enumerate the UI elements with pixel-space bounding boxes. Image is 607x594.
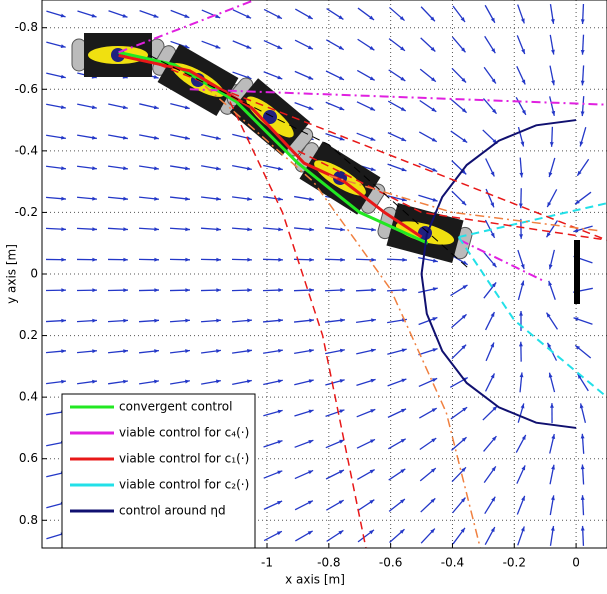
y-tick-label: -0.8 <box>15 20 38 34</box>
legend: convergent control viable control for c₄(… <box>62 394 255 548</box>
x-tick-label: -0.2 <box>503 556 526 570</box>
y-tick-label: 0.4 <box>19 390 38 404</box>
y-tick-label: 0.8 <box>19 513 38 527</box>
plot-area: convergent control viable control for c₄(… <box>42 0 607 548</box>
chart: x axis [m] y axis [m] convergent control… <box>0 0 607 594</box>
y-tick-label: -0.4 <box>15 143 38 157</box>
goal-bar <box>574 240 580 304</box>
y-tick-label: 0.6 <box>19 451 38 465</box>
y-axis-label: y axis [m] <box>5 244 19 304</box>
robot <box>72 33 164 77</box>
x-tick-label: -0.6 <box>379 556 402 570</box>
y-tick-label: 0 <box>30 267 38 281</box>
x-tick-label: -0.4 <box>441 556 464 570</box>
robot-cap <box>72 39 86 71</box>
legend-label: convergent control <box>119 400 232 414</box>
y-tick-label: -0.2 <box>15 205 38 219</box>
legend-label: viable control for c₂(·) <box>119 478 249 492</box>
x-tick-label: -1 <box>261 556 273 570</box>
legend-label: viable control for c₁(·) <box>119 452 249 466</box>
x-tick-label: -0.8 <box>317 556 340 570</box>
legend-box <box>62 394 255 548</box>
y-tick-label: -0.6 <box>15 82 38 96</box>
legend-label: viable control for c₄(·) <box>119 426 249 440</box>
x-axis-label: x axis [m] <box>285 573 345 587</box>
y-tick-label: 0.2 <box>19 328 38 342</box>
legend-label: control around ηd <box>119 504 226 518</box>
x-tick-label: 0 <box>572 556 580 570</box>
